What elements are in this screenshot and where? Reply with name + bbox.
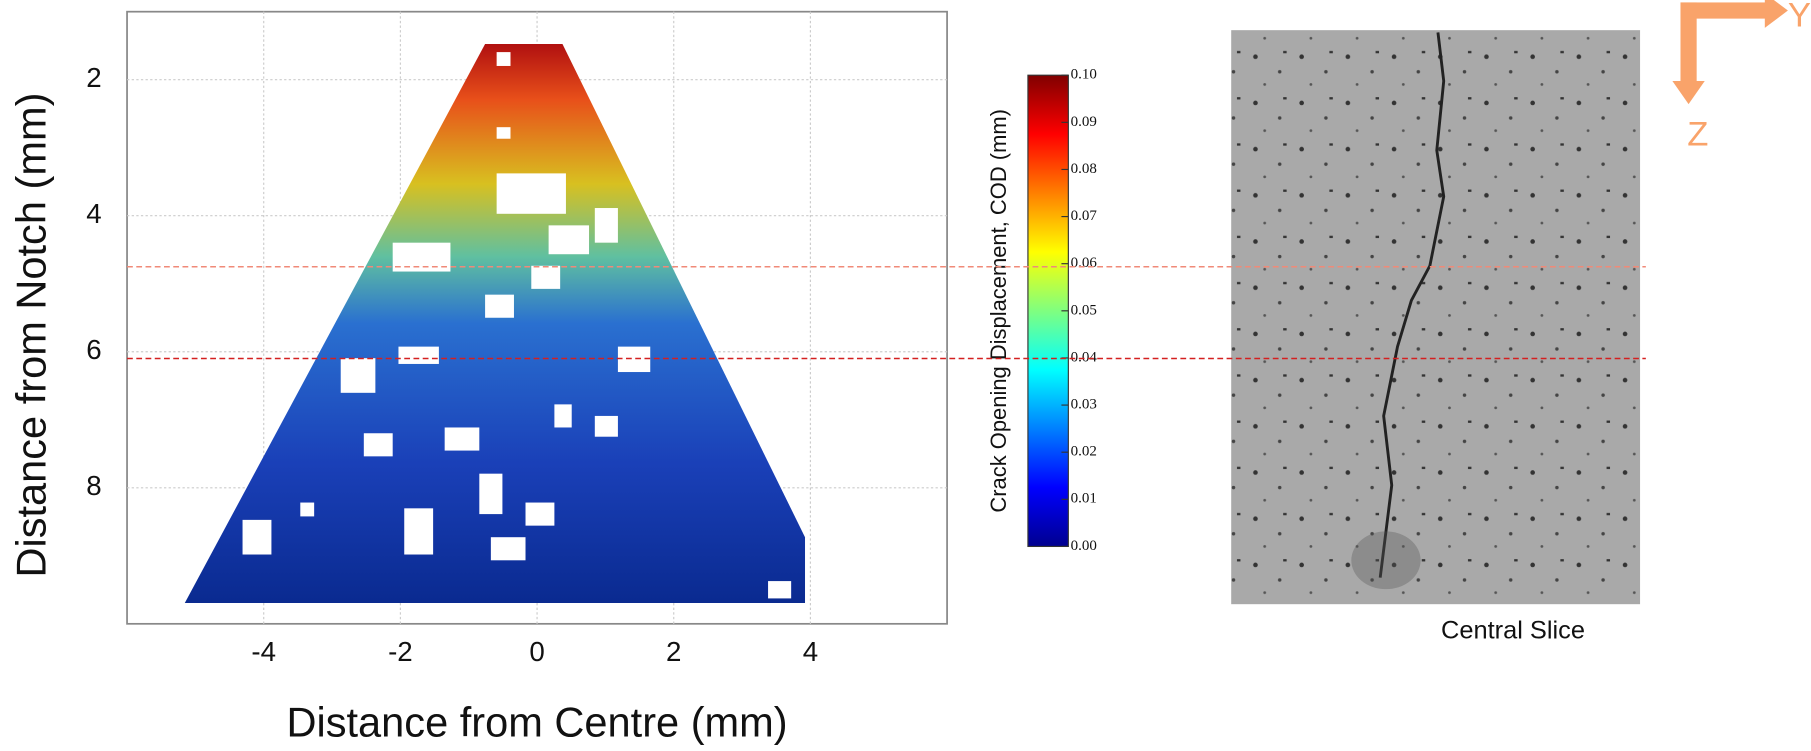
- x-tick-label: 2: [666, 636, 681, 667]
- slice-image: [1231, 30, 1641, 605]
- arrow-y-head: [1764, 0, 1788, 28]
- colorbar-tick-label: 0.07: [1071, 208, 1098, 224]
- arrow-z: [1680, 2, 1697, 84]
- colorbar-tick-label: 0.00: [1071, 538, 1097, 554]
- colorbar-tick-label: 0.02: [1071, 444, 1097, 460]
- colorbar: Crack Opening Displacement, COD (mm) 0.0…: [986, 67, 1097, 554]
- axis-arrows: Y Z: [1672, 0, 1811, 154]
- reference-lines: [127, 265, 1646, 360]
- x-tick-label: 0: [529, 636, 544, 667]
- axis-y-label: Y: [1788, 0, 1811, 35]
- y-tick-label: 4: [86, 198, 101, 229]
- crack: [1378, 32, 1446, 578]
- y-tick-label: 8: [86, 470, 101, 501]
- plot-area: -4 -2 0 2 4 2 4 6 8 Distance from Centre (mm) Di…: [8, 10, 948, 745]
- image-caption: Central Slice: [1441, 617, 1585, 645]
- colorbar-tick-label: 0.01: [1071, 491, 1097, 507]
- y-tick-label: 6: [86, 334, 101, 365]
- colorbar-tick-label: 0.03: [1071, 397, 1097, 413]
- colorbar-tick-label: 0.10: [1071, 67, 1097, 83]
- arrow-y: [1680, 2, 1768, 19]
- axis-z-label: Z: [1687, 116, 1708, 154]
- colorbar-tick-label: 0.04: [1071, 349, 1098, 365]
- colorbar-tick-label: 0.08: [1071, 161, 1097, 177]
- ticks: -4 -2 0 2 4 2 4 6 8: [86, 62, 818, 667]
- arrow-z-head: [1672, 80, 1705, 105]
- x-axis-label: Distance from Centre (mm): [286, 698, 787, 745]
- y-tick-label: 2: [86, 62, 101, 93]
- x-tick-label: -4: [251, 636, 276, 667]
- colorbar-tick-label: 0.09: [1071, 114, 1097, 130]
- colorbar-label: Crack Opening Displacement, COD (mm): [986, 109, 1011, 513]
- x-tick-label: 4: [803, 636, 818, 667]
- y-axis-label: Distance from Notch (mm): [8, 93, 55, 578]
- colorbar-tick-label: 0.06: [1071, 255, 1098, 271]
- ct-slice: Central Slice: [1231, 30, 1641, 645]
- colorbar-tick-label: 0.05: [1071, 302, 1097, 318]
- x-tick-label: -2: [388, 636, 413, 667]
- cod-map: [184, 44, 806, 604]
- map-holes: [242, 52, 792, 599]
- dark-region: [1351, 531, 1421, 590]
